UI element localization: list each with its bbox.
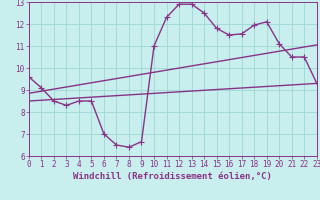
X-axis label: Windchill (Refroidissement éolien,°C): Windchill (Refroidissement éolien,°C) — [73, 172, 272, 181]
